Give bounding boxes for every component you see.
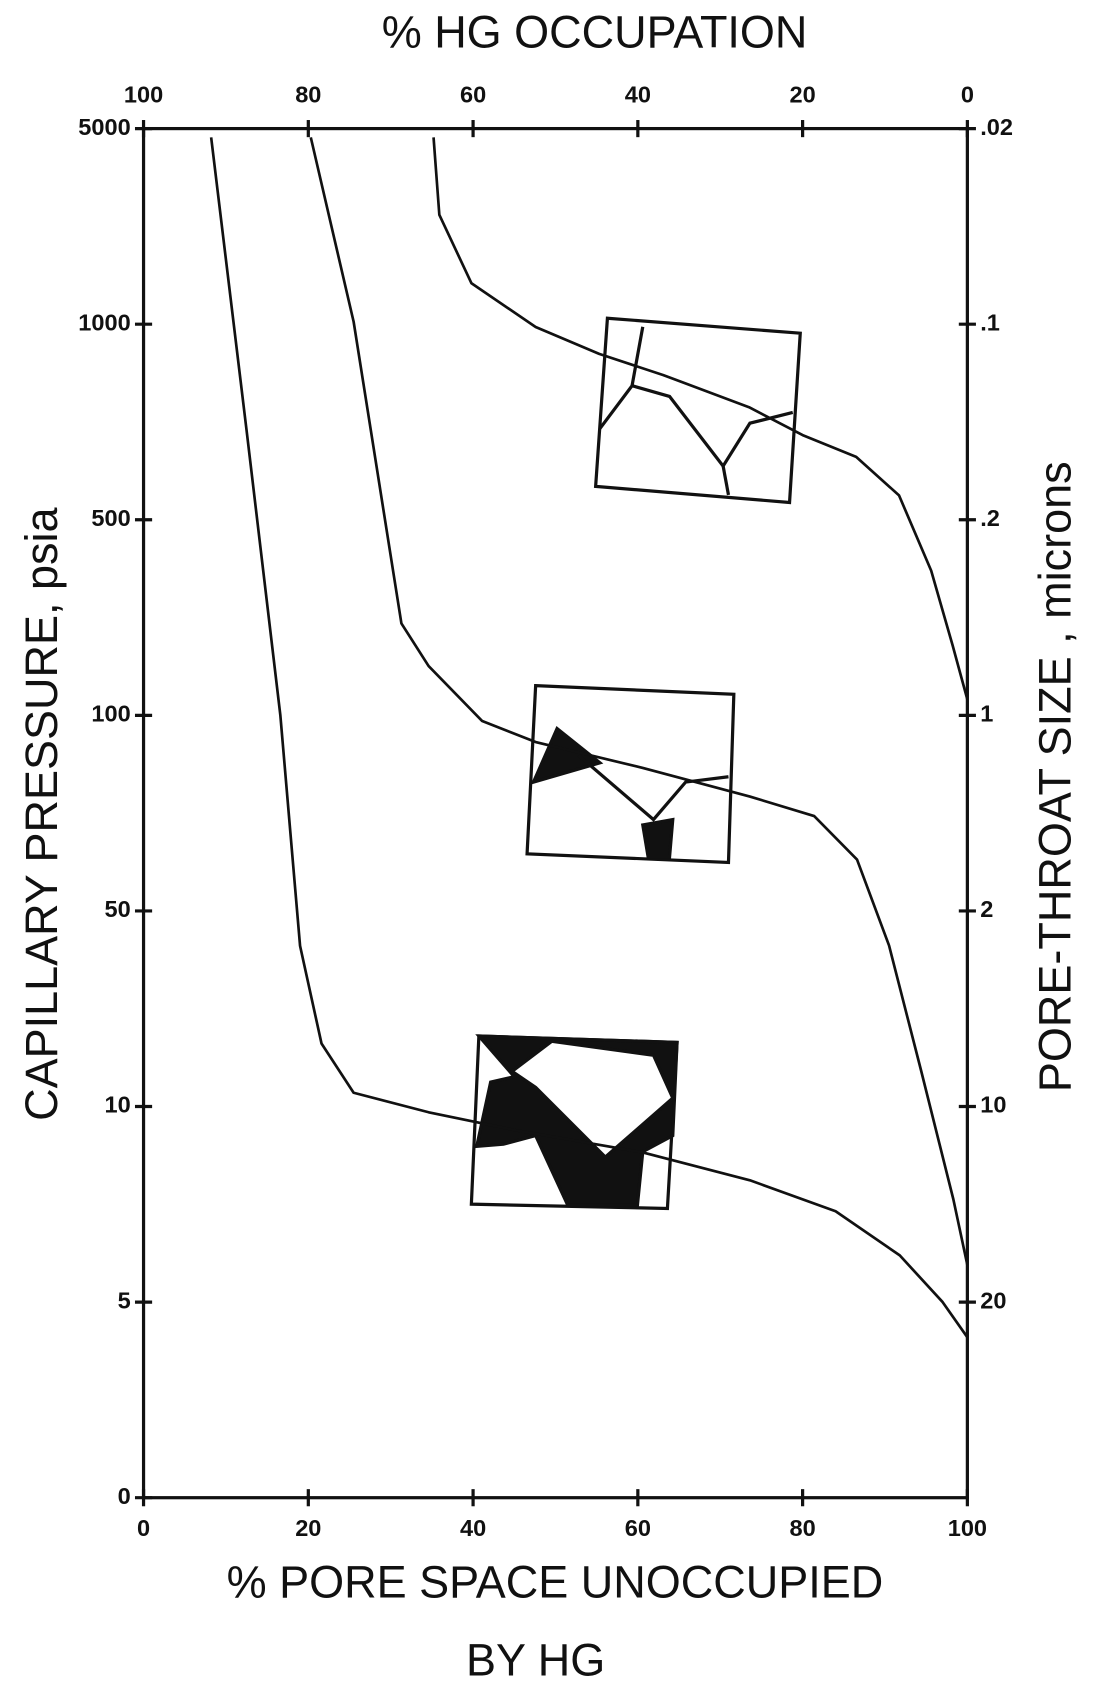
y2-tick-label: 2 [980, 896, 993, 922]
x2-tick-label: 80 [295, 82, 321, 108]
y-tick-label: 0 [118, 1483, 131, 1509]
y-tick-label: 5 [118, 1287, 131, 1313]
x-tick-label: 100 [948, 1515, 987, 1541]
x-axis-label: BY HG [466, 1635, 605, 1686]
y2-tick-label: .1 [980, 309, 1000, 335]
pore-sketch [469, 1034, 679, 1211]
x-axis-label: % PORE SPACE UNOCCUPIED [227, 1556, 884, 1607]
y-axis-label: CAPILLARY PRESSURE, psia [16, 507, 67, 1121]
y2-tick-label: 1 [980, 701, 993, 727]
x-tick-label: 80 [790, 1515, 816, 1541]
x-tick-label: 20 [295, 1515, 321, 1541]
y-tick-label: 100 [91, 701, 130, 727]
pore-sketch [593, 316, 802, 505]
y-tick-label: 50 [104, 896, 130, 922]
pore-sketch [525, 683, 736, 865]
y2-tick-label: .2 [980, 505, 1000, 531]
y-tick-label: 10 [104, 1092, 130, 1118]
y-tick-label: 5000 [78, 114, 130, 140]
y-tick-label: 1000 [78, 309, 130, 335]
x2-tick-label: 40 [625, 82, 651, 108]
curve [432, 137, 969, 700]
x-tick-label: 0 [137, 1515, 150, 1541]
x2-tick-label: 20 [790, 82, 816, 108]
y2-axis-label: PORE-THROAT SIZE , microns [1029, 461, 1080, 1092]
curve [309, 137, 969, 1266]
y2-tick-label: 20 [980, 1287, 1006, 1313]
y2-tick-label: 10 [980, 1092, 1006, 1118]
x-tick-label: 60 [625, 1515, 651, 1541]
y2-tick-label: .02 [980, 114, 1013, 140]
x2-tick-label: 0 [961, 82, 974, 108]
curve [209, 137, 969, 1339]
chart-title: % HG OCCUPATION [382, 6, 808, 57]
x-tick-label: 40 [460, 1515, 486, 1541]
plot-frame [141, 126, 969, 1500]
y-tick-label: 500 [91, 505, 130, 531]
x2-tick-label: 60 [460, 82, 486, 108]
x2-tick-label: 100 [124, 82, 163, 108]
